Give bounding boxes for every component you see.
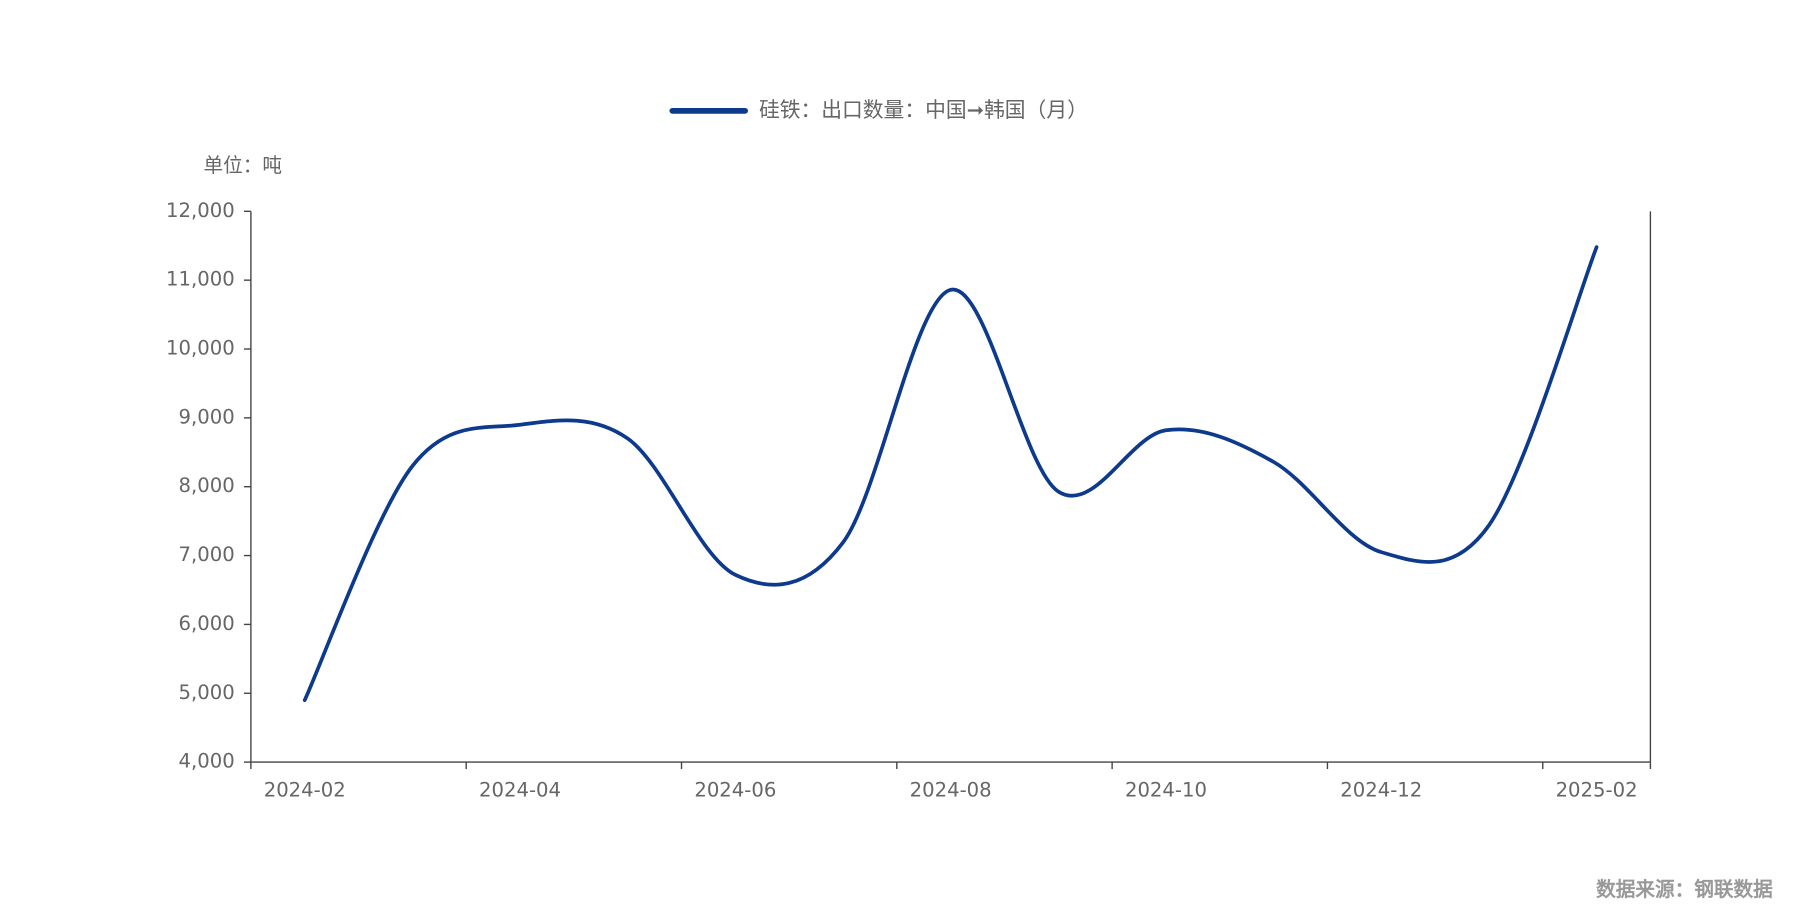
legend-label: 硅铁：出口数量：中国➞韩国（月） [759, 98, 1088, 122]
y-tick-label: 11,000 [166, 268, 235, 291]
x-tick-label: 2024-10 [1125, 778, 1207, 801]
y-tick-label: 9,000 [179, 405, 235, 428]
x-tick-label: 2024-06 [694, 778, 776, 801]
y-tick-label: 7,000 [179, 543, 235, 566]
y-tick-label: 12,000 [166, 199, 235, 222]
unit-label: 单位：吨 [204, 154, 283, 177]
y-tick-label: 4,000 [179, 750, 235, 773]
x-tick-label: 2024-02 [264, 778, 346, 801]
y-tick-label: 6,000 [179, 612, 235, 635]
x-tick-label: 2024-04 [479, 778, 561, 801]
x-tick-label: 2024-12 [1340, 778, 1422, 801]
y-tick-label: 5,000 [179, 681, 235, 704]
source-label: 数据来源：钢联数据 [1596, 878, 1773, 901]
line-series [302, 245, 1599, 702]
y-tick-label: 10,000 [166, 337, 235, 360]
y-tick-label: 8,000 [179, 474, 235, 497]
x-tick-label: 2025-02 [1556, 778, 1638, 801]
x-tick-label: 2024-08 [910, 778, 992, 801]
